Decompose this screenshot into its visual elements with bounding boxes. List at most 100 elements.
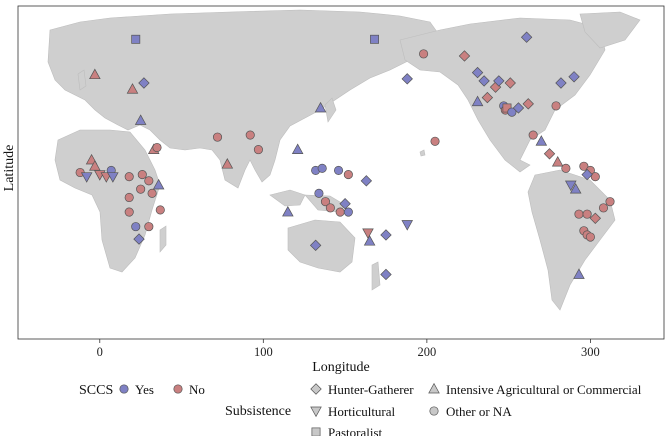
data-point [582,209,592,219]
data-point [590,172,600,182]
data-point [320,197,331,207]
data-point [126,83,139,94]
data-point [471,95,484,107]
data-point [335,207,345,217]
data-point [131,222,141,232]
data-point [339,198,351,210]
data-point [528,130,538,140]
data-point [343,207,353,217]
legend-shape-entries: Hunter-Gatherer Intensive Agricultural or… [310,382,642,436]
data-point [314,101,327,113]
legend-color-entries: Yes No [119,382,205,397]
data-point [481,91,494,104]
data-point [137,170,147,180]
data-point [253,145,263,155]
x-tick-label: 0 [97,345,103,359]
data-point [380,229,392,241]
data-point [360,175,373,187]
data-point [504,77,516,89]
data-points [75,31,615,281]
data-point [512,102,525,114]
x-axis-title: Longitude [312,360,370,375]
data-point [144,222,154,232]
data-point [573,268,585,279]
data-point [131,34,141,44]
data-point [282,205,294,217]
data-point [574,209,584,219]
data-point [291,143,304,154]
x-axis-ticks: 0 100 200 300 [97,339,600,359]
data-point [144,176,154,186]
data-point [147,188,157,198]
data-point [569,183,582,194]
data-point [419,49,429,59]
data-point [152,178,165,190]
data-point [124,172,134,182]
legend-swatch-no [173,384,183,394]
data-point [380,268,392,281]
data-point [325,203,335,213]
data-point [124,207,134,217]
data-point [543,148,556,160]
data-point [579,161,589,171]
data-point [605,197,615,207]
data-point [107,172,119,183]
data-point [212,132,223,142]
data-point [598,203,609,213]
data-point [471,66,484,79]
data-point [458,50,471,62]
data-point [133,233,145,245]
data-point [478,75,490,87]
legend-swatch-yes [119,384,129,394]
data-point [370,34,379,44]
legend-label-triangle-down: Horticultural [328,404,396,419]
data-point [80,172,93,183]
world-map [47,9,641,311]
legend-label-square: Pastoralist [328,425,383,436]
data-point [581,168,593,181]
data-point [314,188,324,198]
x-tick-label: 100 [254,345,273,359]
data-point [155,205,165,215]
data-point [493,75,505,87]
data-point [589,212,602,224]
data-point [138,77,150,89]
legend-swatch-diamond [310,383,322,395]
data-point [333,165,344,175]
data-point [245,130,255,140]
y-axis-title: Latitude [2,145,17,192]
data-point [551,101,561,111]
data-point [585,232,595,242]
data-point [555,77,567,89]
legend-label-triangle-up: Intensive Agricultural or Commercial [446,382,642,397]
legend-color-title: SCCS [79,383,113,398]
data-point [551,155,564,167]
data-point [221,158,234,169]
data-point [430,136,440,146]
data-point [152,142,162,153]
data-point [309,239,322,252]
data-point [561,163,571,173]
data-point [362,228,374,239]
data-point [317,163,327,173]
data-point [124,192,134,203]
data-point [564,180,577,192]
legend-label-diamond: Hunter-Gatherer [328,382,414,397]
legend-label-circle: Other or NA [446,404,512,419]
data-point [522,98,534,110]
data-point [401,220,414,231]
legend-swatch-square [311,427,321,436]
x-tick-label: 200 [417,345,436,359]
legend: SCCS Yes No Subsistence Hunter-Gatherer In… [79,382,642,436]
legend-swatch-triangle-down [310,406,322,418]
legend-label-no: No [189,382,205,397]
data-point [520,31,533,43]
data-point [535,135,548,146]
data-point [136,184,146,194]
data-point [363,235,376,246]
data-point [568,71,580,83]
x-tick-label: 300 [581,345,600,359]
data-point [343,170,353,180]
legend-shape-title: Subsistence [225,404,291,419]
